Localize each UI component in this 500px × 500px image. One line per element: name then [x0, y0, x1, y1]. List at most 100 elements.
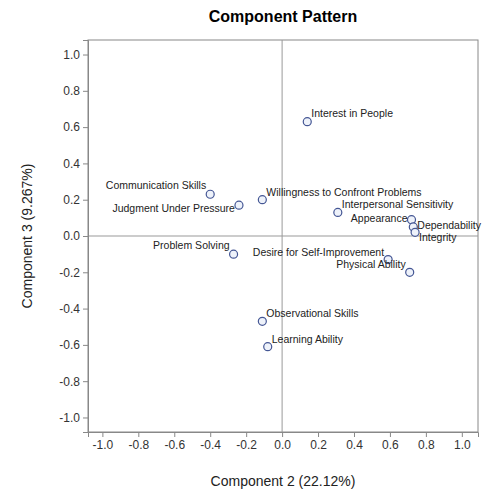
y-tick-label: -0.8 [59, 375, 80, 389]
chart-title: Component Pattern [209, 8, 357, 25]
y-tick-label: -0.4 [59, 302, 80, 316]
x-tick: 0.4 [346, 432, 363, 452]
x-tick-mark [390, 432, 391, 437]
x-tick: 0.8 [418, 432, 435, 452]
y-tick: -0.2 [59, 266, 88, 280]
y-tick-mark [83, 91, 88, 92]
point [258, 317, 266, 325]
y-tick-mark [83, 272, 88, 273]
y-axis-title: Component 3 (9.267%) [19, 164, 35, 309]
points [206, 118, 419, 351]
y-tick-mark [83, 55, 88, 56]
y-tick: 0.6 [63, 120, 88, 134]
point [230, 250, 238, 258]
y-tick-label: -0.2 [59, 266, 80, 280]
y-tick: 0.2 [63, 193, 88, 207]
x-tick-mark [318, 432, 319, 437]
x-tick-mark [246, 432, 247, 437]
y-tick-mark [83, 309, 88, 310]
x-axis: -1.0 -0.8 -0.6 -0.4 -0.2 0.0 0.2 0.4 0.6 0.8 1.0 [89, 432, 479, 452]
x-tick-label: -0.8 [128, 438, 149, 452]
point-label: Problem Solving [153, 239, 230, 251]
y-tick: -0.6 [59, 338, 88, 352]
x-tick: -0.2 [236, 432, 257, 452]
y-tick: 0.0 [63, 229, 88, 243]
plot-area: -1.0-0.8-0.6-0.4-0.20.00.20.40.60.81.0-1… [59, 40, 481, 452]
y-tick: -0.4 [59, 302, 88, 316]
x-tick-label: -0.4 [200, 438, 221, 452]
x-axis-line [89, 433, 479, 438]
y-tick-mark [83, 381, 88, 382]
x-tick-mark [102, 432, 103, 437]
y-tick-mark [83, 127, 88, 128]
y-tick: -0.8 [59, 375, 88, 389]
x-tick-mark [174, 432, 175, 437]
point-label: Physical Ability [336, 258, 406, 270]
point-label: Dependability [417, 219, 481, 231]
x-tick: -0.4 [200, 432, 221, 452]
y-tick-mark [83, 200, 88, 201]
y-tick-label: 0.4 [63, 157, 80, 171]
x-tick: 0.2 [310, 432, 327, 452]
x-tick-mark [462, 432, 463, 437]
x-axis-title: Component 2 (22.12%) [211, 473, 356, 489]
point [334, 208, 342, 216]
point-label: Judgment Under Pressure [112, 202, 235, 214]
y-tick-label: -0.6 [59, 338, 80, 352]
point-label: Observational Skills [266, 307, 358, 319]
chart: Component Pattern -1.0 -0.8 -0.6 -0.4 -0.2 0.0… [0, 0, 500, 500]
point-labels: Interest in People Communication Skills Ju… [106, 107, 482, 345]
x-tick-mark [426, 432, 427, 437]
x-tick-mark [210, 432, 211, 437]
y-tick: 1.0 [63, 48, 88, 62]
x-tick-label: -0.6 [164, 438, 185, 452]
point-label: Appearance [351, 212, 408, 224]
y-tick-mark [83, 417, 88, 418]
x-tick-label: -0.2 [236, 438, 257, 452]
y-axis-line [83, 41, 89, 433]
x-tick-label: 0.2 [310, 438, 327, 452]
x-tick-mark [282, 432, 283, 437]
y-tick: -1.0 [59, 411, 88, 425]
x-tick-mark [138, 432, 139, 437]
point [264, 343, 272, 351]
x-tick: 0.0 [274, 432, 291, 452]
point-label: Learning Ability [272, 333, 344, 345]
y-tick-label: 0.2 [63, 193, 80, 207]
x-tick: -0.8 [128, 432, 149, 452]
point [303, 118, 311, 126]
y-tick-mark [83, 345, 88, 346]
x-tick-label: 0.4 [346, 438, 363, 452]
y-tick: 0.4 [63, 157, 88, 171]
x-tick: 1.0 [454, 432, 471, 452]
x-tick-mark [354, 432, 355, 437]
y-tick: 0.8 [63, 84, 88, 98]
x-tick: -0.6 [164, 432, 185, 452]
x-tick-label: -1.0 [93, 438, 114, 452]
point-label: Willingness to Confront Problems [266, 186, 421, 198]
point [406, 268, 414, 276]
y-tick-label: -1.0 [59, 411, 80, 425]
y-tick-label: 0.0 [63, 229, 80, 243]
point-label: Desire for Self-Improvement [253, 246, 384, 258]
x-tick-label: 0.8 [418, 438, 435, 452]
x-tick-label: 0.0 [274, 438, 291, 452]
y-tick-label: 0.8 [63, 84, 80, 98]
point [258, 196, 266, 204]
x-tick: 0.6 [382, 432, 399, 452]
plot-frame [88, 40, 478, 432]
x-tick-label: 0.6 [382, 438, 399, 452]
x-tick: -1.0 [93, 432, 114, 452]
y-axis: -1.0 -0.8 -0.6 -0.4 -0.2 0.0 0.2 0.4 0.6 0.8 1.0 [59, 41, 88, 433]
y-tick-mark [83, 163, 88, 164]
point-label: Interpersonal Sensitivity [342, 198, 454, 210]
point-label: Communication Skills [106, 179, 206, 191]
point [206, 190, 214, 198]
point [235, 201, 243, 209]
y-tick-label: 0.6 [63, 120, 80, 134]
y-tick-label: 1.0 [63, 48, 80, 62]
x-tick-label: 1.0 [454, 438, 471, 452]
point-label: Interest in People [311, 107, 393, 119]
y-tick-mark [83, 236, 88, 237]
point-label: Integrity [419, 231, 457, 243]
